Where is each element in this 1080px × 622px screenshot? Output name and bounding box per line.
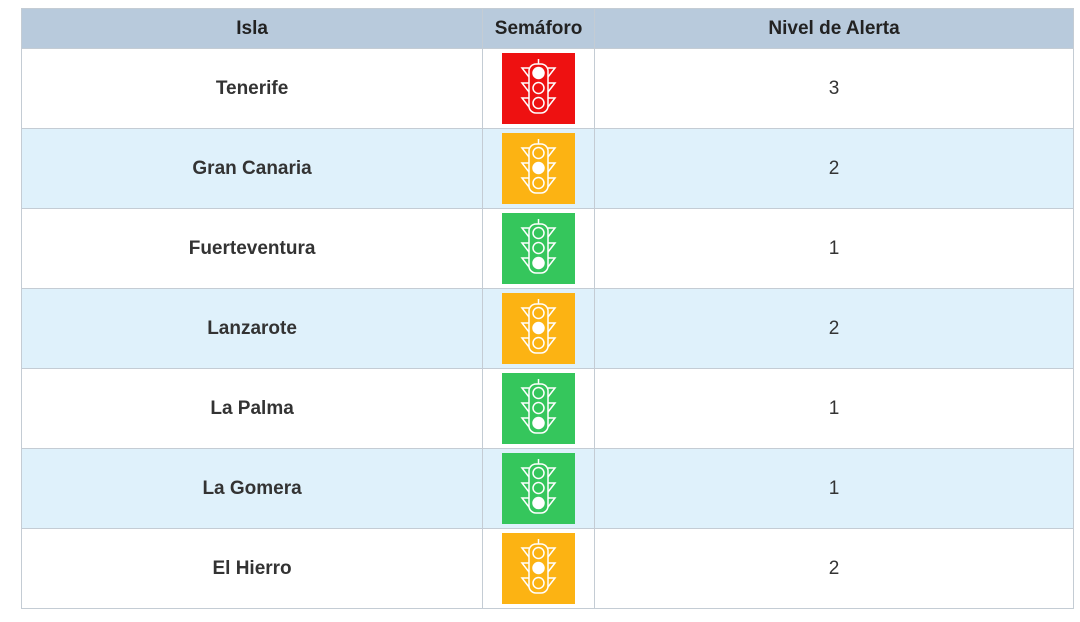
table-row: Fuerteventura 1	[20, 208, 1074, 289]
isla-cell: Lanzarote	[20, 288, 484, 369]
traffic-light-icon	[502, 453, 576, 524]
isla-cell: Gran Canaria	[20, 128, 484, 209]
nivel-cell: 1	[594, 368, 1074, 449]
nivel-cell: 2	[594, 528, 1074, 609]
semaforo-cell	[482, 48, 596, 129]
semaforo-cell	[482, 528, 596, 609]
traffic-light-icon	[502, 133, 576, 204]
isla-cell: Fuerteventura	[20, 208, 484, 289]
table-row: Gran Canaria 2	[20, 128, 1074, 209]
alert-table: Isla Semáforo Nivel de Alerta Tenerife 3…	[20, 8, 1074, 609]
isla-cell: La Palma	[20, 368, 484, 449]
table-row: El Hierro 2	[20, 528, 1074, 609]
header-isla: Isla	[20, 8, 484, 49]
header-row: Isla Semáforo Nivel de Alerta	[20, 8, 1074, 49]
traffic-light-icon	[502, 293, 576, 364]
table-row: Lanzarote 2	[20, 288, 1074, 369]
table-row: La Gomera 1	[20, 448, 1074, 529]
table-row: La Palma 1	[20, 368, 1074, 449]
header-nivel: Nivel de Alerta	[594, 8, 1074, 49]
nivel-cell: 2	[594, 128, 1074, 209]
semaforo-cell	[482, 208, 596, 289]
nivel-cell: 1	[594, 208, 1074, 289]
semaforo-cell	[482, 288, 596, 369]
traffic-light-icon	[502, 373, 576, 444]
header-semaforo: Semáforo	[482, 8, 596, 49]
traffic-light-icon	[502, 533, 576, 604]
nivel-cell: 1	[594, 448, 1074, 529]
traffic-light-icon	[502, 213, 576, 284]
nivel-cell: 3	[594, 48, 1074, 129]
semaforo-cell	[482, 448, 596, 529]
traffic-light-icon	[502, 53, 576, 124]
nivel-cell: 2	[594, 288, 1074, 369]
isla-cell: Tenerife	[20, 48, 484, 129]
semaforo-cell	[482, 128, 596, 209]
isla-cell: La Gomera	[20, 448, 484, 529]
isla-cell: El Hierro	[20, 528, 484, 609]
table-row: Tenerife 3	[20, 48, 1074, 129]
semaforo-cell	[482, 368, 596, 449]
